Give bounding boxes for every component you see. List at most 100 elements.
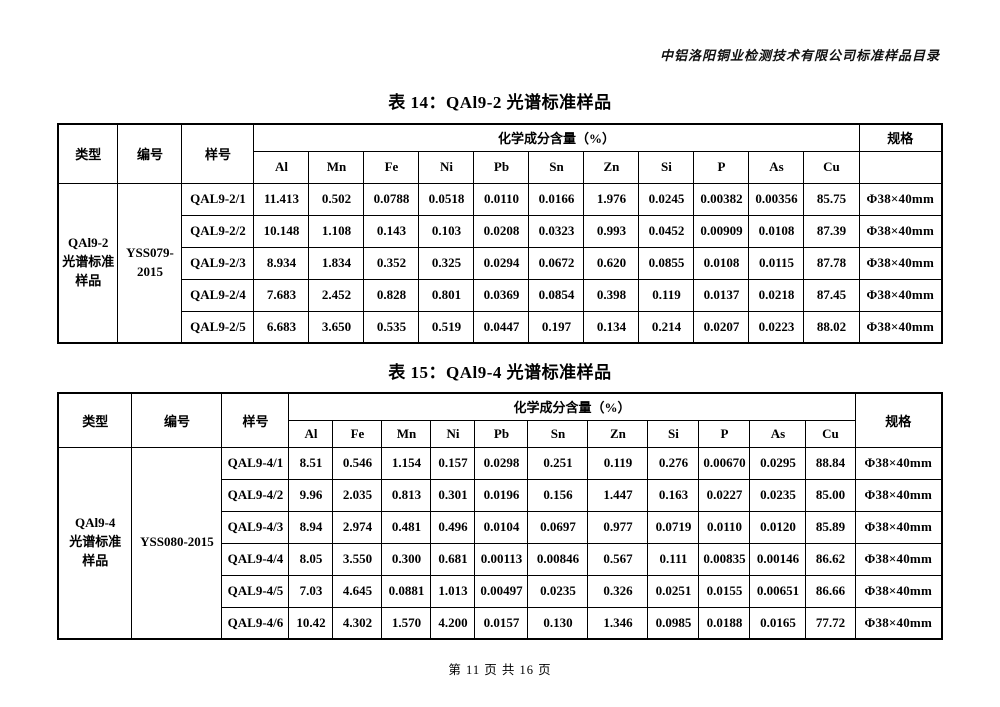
spec-subheader-empty <box>858 150 943 184</box>
element-header: Si <box>638 150 695 184</box>
value-cell: 0.0298 <box>474 446 529 480</box>
value-cell: 0.398 <box>583 278 640 312</box>
value-cell: 0.103 <box>418 214 475 248</box>
value-cell: 0.535 <box>363 310 420 344</box>
element-header: Zn <box>583 150 640 184</box>
value-cell: 0.251 <box>527 446 589 480</box>
table-row: QAL9-4/6 10.42 4.302 1.570 4.200 0.0157 … <box>58 606 943 640</box>
element-header: Fe <box>332 419 383 448</box>
value-cell: 0.00113 <box>474 542 529 576</box>
sample-cell: QAL9-4/2 <box>221 478 290 512</box>
value-cell: 0.119 <box>587 446 649 480</box>
sample-cell: QAL9-2/4 <box>181 278 255 312</box>
value-cell: 2.452 <box>308 278 365 312</box>
value-cell: 0.0188 <box>698 606 751 640</box>
value-cell: 0.0295 <box>749 446 807 480</box>
spec-cell: Φ38×40mm <box>854 542 943 576</box>
value-cell: 86.62 <box>805 542 856 576</box>
value-cell: 0.0719 <box>647 510 700 544</box>
value-cell: 87.78 <box>803 246 860 280</box>
value-cell: 85.75 <box>803 182 860 216</box>
element-header: Ni <box>418 150 475 184</box>
value-cell: 7.03 <box>288 574 334 608</box>
value-cell: 0.0120 <box>749 510 807 544</box>
value-cell: 2.974 <box>332 510 383 544</box>
value-cell: 0.0227 <box>698 478 751 512</box>
element-header: Sn <box>527 419 589 448</box>
element-header: Pb <box>473 150 530 184</box>
element-header: Cu <box>805 419 856 448</box>
col-header-spec: 规格 <box>858 123 943 152</box>
table-row: QAL9-2/3 8.934 1.834 0.352 0.325 0.0294 … <box>58 246 943 280</box>
element-header: Al <box>288 419 334 448</box>
value-cell: 4.302 <box>332 606 383 640</box>
value-cell: 2.035 <box>332 478 383 512</box>
value-cell: 0.0672 <box>528 246 585 280</box>
value-cell: 0.0697 <box>527 510 589 544</box>
element-header: P <box>693 150 750 184</box>
value-cell: 0.0788 <box>363 182 420 216</box>
value-cell: 0.0447 <box>473 310 530 344</box>
value-cell: 8.05 <box>288 542 334 576</box>
sample-cell: QAL9-4/6 <box>221 606 290 640</box>
value-cell: 10.42 <box>288 606 334 640</box>
value-cell: 1.154 <box>381 446 432 480</box>
value-cell: 0.0235 <box>527 574 589 608</box>
value-cell: 85.89 <box>805 510 856 544</box>
col-header-code: 编号 <box>131 392 223 448</box>
value-cell: 0.0137 <box>693 278 750 312</box>
value-cell: 0.502 <box>308 182 365 216</box>
value-cell: 7.683 <box>253 278 310 312</box>
code-cell: YSS080-2015 <box>131 446 223 640</box>
value-cell: 1.346 <box>587 606 649 640</box>
col-header-type: 类型 <box>57 392 133 448</box>
table-row: QAl9-4 光谱标准 样品 YSS080-2015 QAL9-4/1 8.51… <box>57 446 943 640</box>
table-row: QAL9-4/3 8.94 2.974 0.481 0.496 0.0104 0… <box>58 510 943 544</box>
element-header: Al <box>253 150 310 184</box>
sample-cell: QAL9-4/5 <box>221 574 290 608</box>
value-cell: 0.111 <box>647 542 700 576</box>
value-cell: 11.413 <box>253 182 310 216</box>
table-row: QAl9-2 光谱标准 样品 YSS079- 2015 QAL9-2/1 11.… <box>57 182 943 344</box>
value-cell: 0.00835 <box>698 542 751 576</box>
spec-cell: Φ38×40mm <box>858 214 943 248</box>
value-cell: 8.94 <box>288 510 334 544</box>
value-cell: 1.834 <box>308 246 365 280</box>
value-cell: 0.134 <box>583 310 640 344</box>
col-header-sample: 样号 <box>181 123 255 184</box>
code-cell: YSS079- 2015 <box>117 182 183 344</box>
table14: 类型 编号 样号 化学成分含量（%） 规格 Al Mn Fe Ni Pb Sn … <box>56 123 944 344</box>
spec-cell: Φ38×40mm <box>858 278 943 312</box>
value-cell: 0.977 <box>587 510 649 544</box>
value-cell: 0.0245 <box>638 182 695 216</box>
value-cell: 0.0452 <box>638 214 695 248</box>
value-cell: 0.0165 <box>749 606 807 640</box>
value-cell: 0.276 <box>647 446 700 480</box>
value-cell: 0.567 <box>587 542 649 576</box>
value-cell: 0.0294 <box>473 246 530 280</box>
element-header: Zn <box>587 419 649 448</box>
spec-cell: Φ38×40mm <box>854 574 943 608</box>
value-cell: 0.993 <box>583 214 640 248</box>
table15: 类型 编号 样号 化学成分含量（%） 规格 Al Fe Mn Ni Pb Sn … <box>56 392 944 640</box>
value-cell: 85.00 <box>805 478 856 512</box>
value-cell: 0.0208 <box>473 214 530 248</box>
value-cell: 10.148 <box>253 214 310 248</box>
value-cell: 0.0166 <box>528 182 585 216</box>
col-header-type: 类型 <box>57 123 119 184</box>
value-cell: 0.0104 <box>474 510 529 544</box>
type-cell: QAl9-4 光谱标准 样品 <box>57 446 133 640</box>
value-cell: 0.0323 <box>528 214 585 248</box>
value-cell: 0.300 <box>381 542 432 576</box>
value-cell: 0.325 <box>418 246 475 280</box>
value-cell: 1.108 <box>308 214 365 248</box>
spec-cell: Φ38×40mm <box>858 310 943 344</box>
value-cell: 0.801 <box>418 278 475 312</box>
value-cell: 8.934 <box>253 246 310 280</box>
value-cell: 3.550 <box>332 542 383 576</box>
value-cell: 0.0196 <box>474 478 529 512</box>
value-cell: 0.157 <box>430 446 476 480</box>
element-header: P <box>698 419 751 448</box>
value-cell: 77.72 <box>805 606 856 640</box>
